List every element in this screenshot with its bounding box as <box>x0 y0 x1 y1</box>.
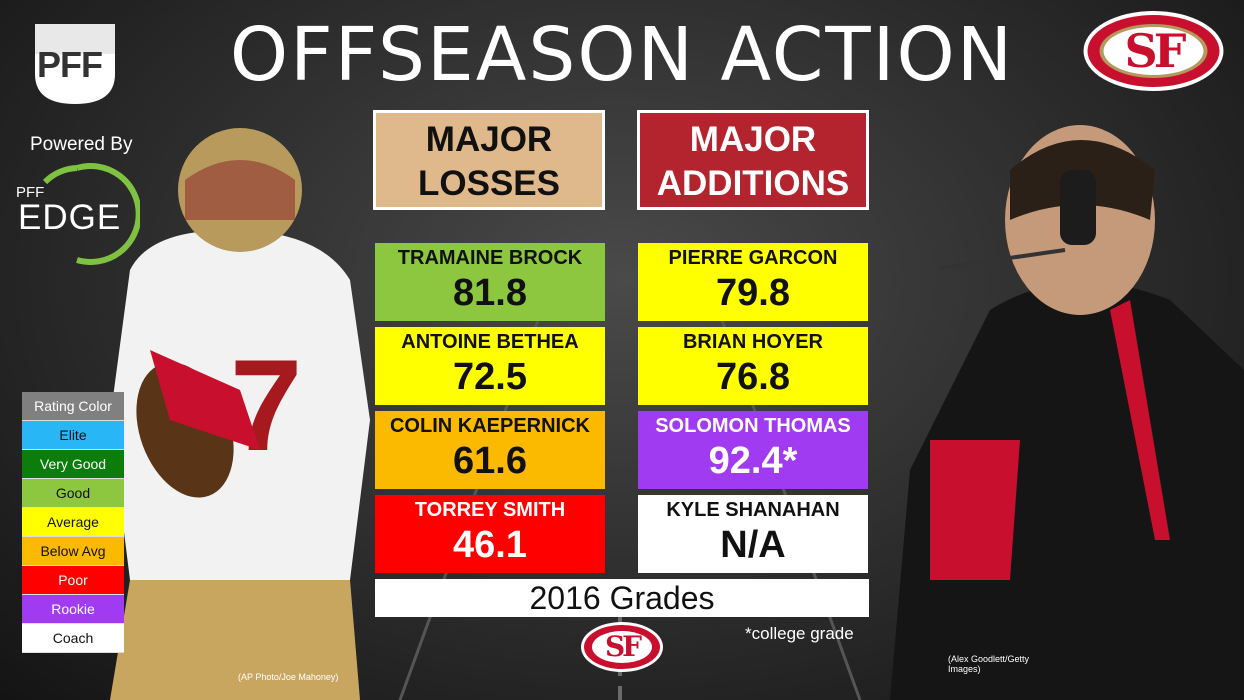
player-name: COLIN KAEPERNICK <box>389 415 590 437</box>
photo-credit-right: (Alex Goodlett/Getty Images) <box>948 654 1030 674</box>
player-grade: 72.5 <box>453 356 527 398</box>
pff-logo-shape <box>35 24 115 104</box>
player-grade: N/A <box>720 524 786 566</box>
edge-logo-small: PFF <box>16 184 45 201</box>
legend-item: Good <box>22 479 124 508</box>
coach-photo <box>890 125 1244 700</box>
player-name: TORREY SMITH <box>414 499 566 521</box>
quarterback-photo: 7 <box>110 128 370 700</box>
college-grade-note: *college grade <box>745 624 854 643</box>
player-grade: 46.1 <box>453 524 527 566</box>
player-name: PIERRE GARCON <box>668 247 838 269</box>
team-logo-bottom-shape <box>581 622 663 672</box>
legend-item: Coach <box>22 624 124 653</box>
page-title: OFFSEASON ACTION <box>229 12 1015 98</box>
loss-card: COLIN KAEPERNICK 61.6 <box>375 411 605 489</box>
rating-color-legend: Rating Color Elite Very Good Good Averag… <box>22 392 124 653</box>
loss-card: ANTOINE BETHEA 72.5 <box>375 327 605 405</box>
team-logo-top: SF <box>1082 10 1225 92</box>
edge-logo-text: EDGE <box>18 198 122 237</box>
addition-card: SOLOMON THOMAS 92.4* <box>638 411 868 489</box>
legend-item: Rookie <box>22 595 124 624</box>
header-major-additions: MAJOR ADDITIONS <box>637 110 869 210</box>
player-grade: 76.8 <box>716 356 790 398</box>
team-logo-bottom-text: SF <box>604 630 642 663</box>
addition-card: PIERRE GARCON 79.8 <box>638 243 868 321</box>
player-grade: 79.8 <box>716 272 790 314</box>
legend-item: Below Avg <box>22 537 124 566</box>
legend-item: Average <box>22 508 124 537</box>
team-logo-top-text: SF <box>1124 24 1187 78</box>
addition-card: BRIAN HOYER 76.8 <box>638 327 868 405</box>
team-logo-bottom: SF <box>580 621 664 673</box>
player-name: ANTOINE BETHEA <box>401 331 579 353</box>
player-grade: 92.4* <box>708 440 798 482</box>
player-name: TRAMAINE BROCK <box>397 247 583 269</box>
photo-credit-left: (AP Photo/Joe Mahoney) <box>238 672 339 682</box>
loss-card: TRAMAINE BROCK 81.8 <box>375 243 605 321</box>
powered-by-label: Powered By <box>30 134 133 155</box>
edge-ring-icon <box>42 163 140 265</box>
pff-logo: PFF <box>25 14 125 110</box>
team-logo-top-shape <box>1083 11 1224 91</box>
legend-item: Poor <box>22 566 124 595</box>
player-name: SOLOMON THOMAS <box>655 415 851 437</box>
player-grade: 61.6 <box>453 440 527 482</box>
player-name: KYLE SHANAHAN <box>666 499 840 521</box>
header-major-losses: MAJOR LOSSES <box>373 110 605 210</box>
legend-item: Very Good <box>22 450 124 479</box>
legend-item: Elite <box>22 421 124 450</box>
pff-logo-text: PFF <box>37 44 103 85</box>
loss-card: TORREY SMITH 46.1 <box>375 495 605 573</box>
addition-card: KYLE SHANAHAN N/A <box>638 495 868 573</box>
player-name: BRIAN HOYER <box>682 331 823 353</box>
player-grade: 81.8 <box>453 272 527 314</box>
legend-item: Rating Color <box>22 392 124 421</box>
grades-year-label: 2016 Grades <box>375 579 869 617</box>
